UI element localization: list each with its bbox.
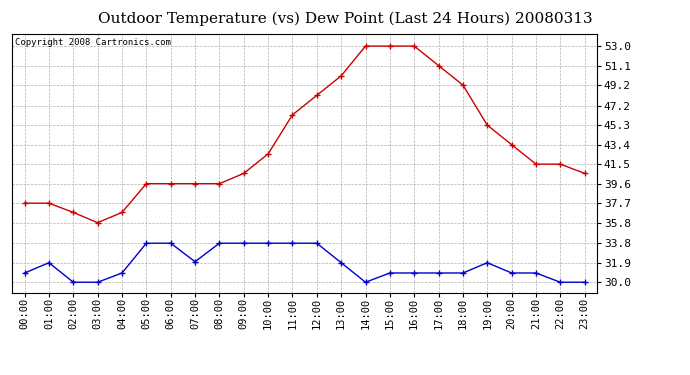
Text: Copyright 2008 Cartronics.com: Copyright 2008 Cartronics.com [15,38,171,46]
Text: Outdoor Temperature (vs) Dew Point (Last 24 Hours) 20080313: Outdoor Temperature (vs) Dew Point (Last… [98,11,592,26]
